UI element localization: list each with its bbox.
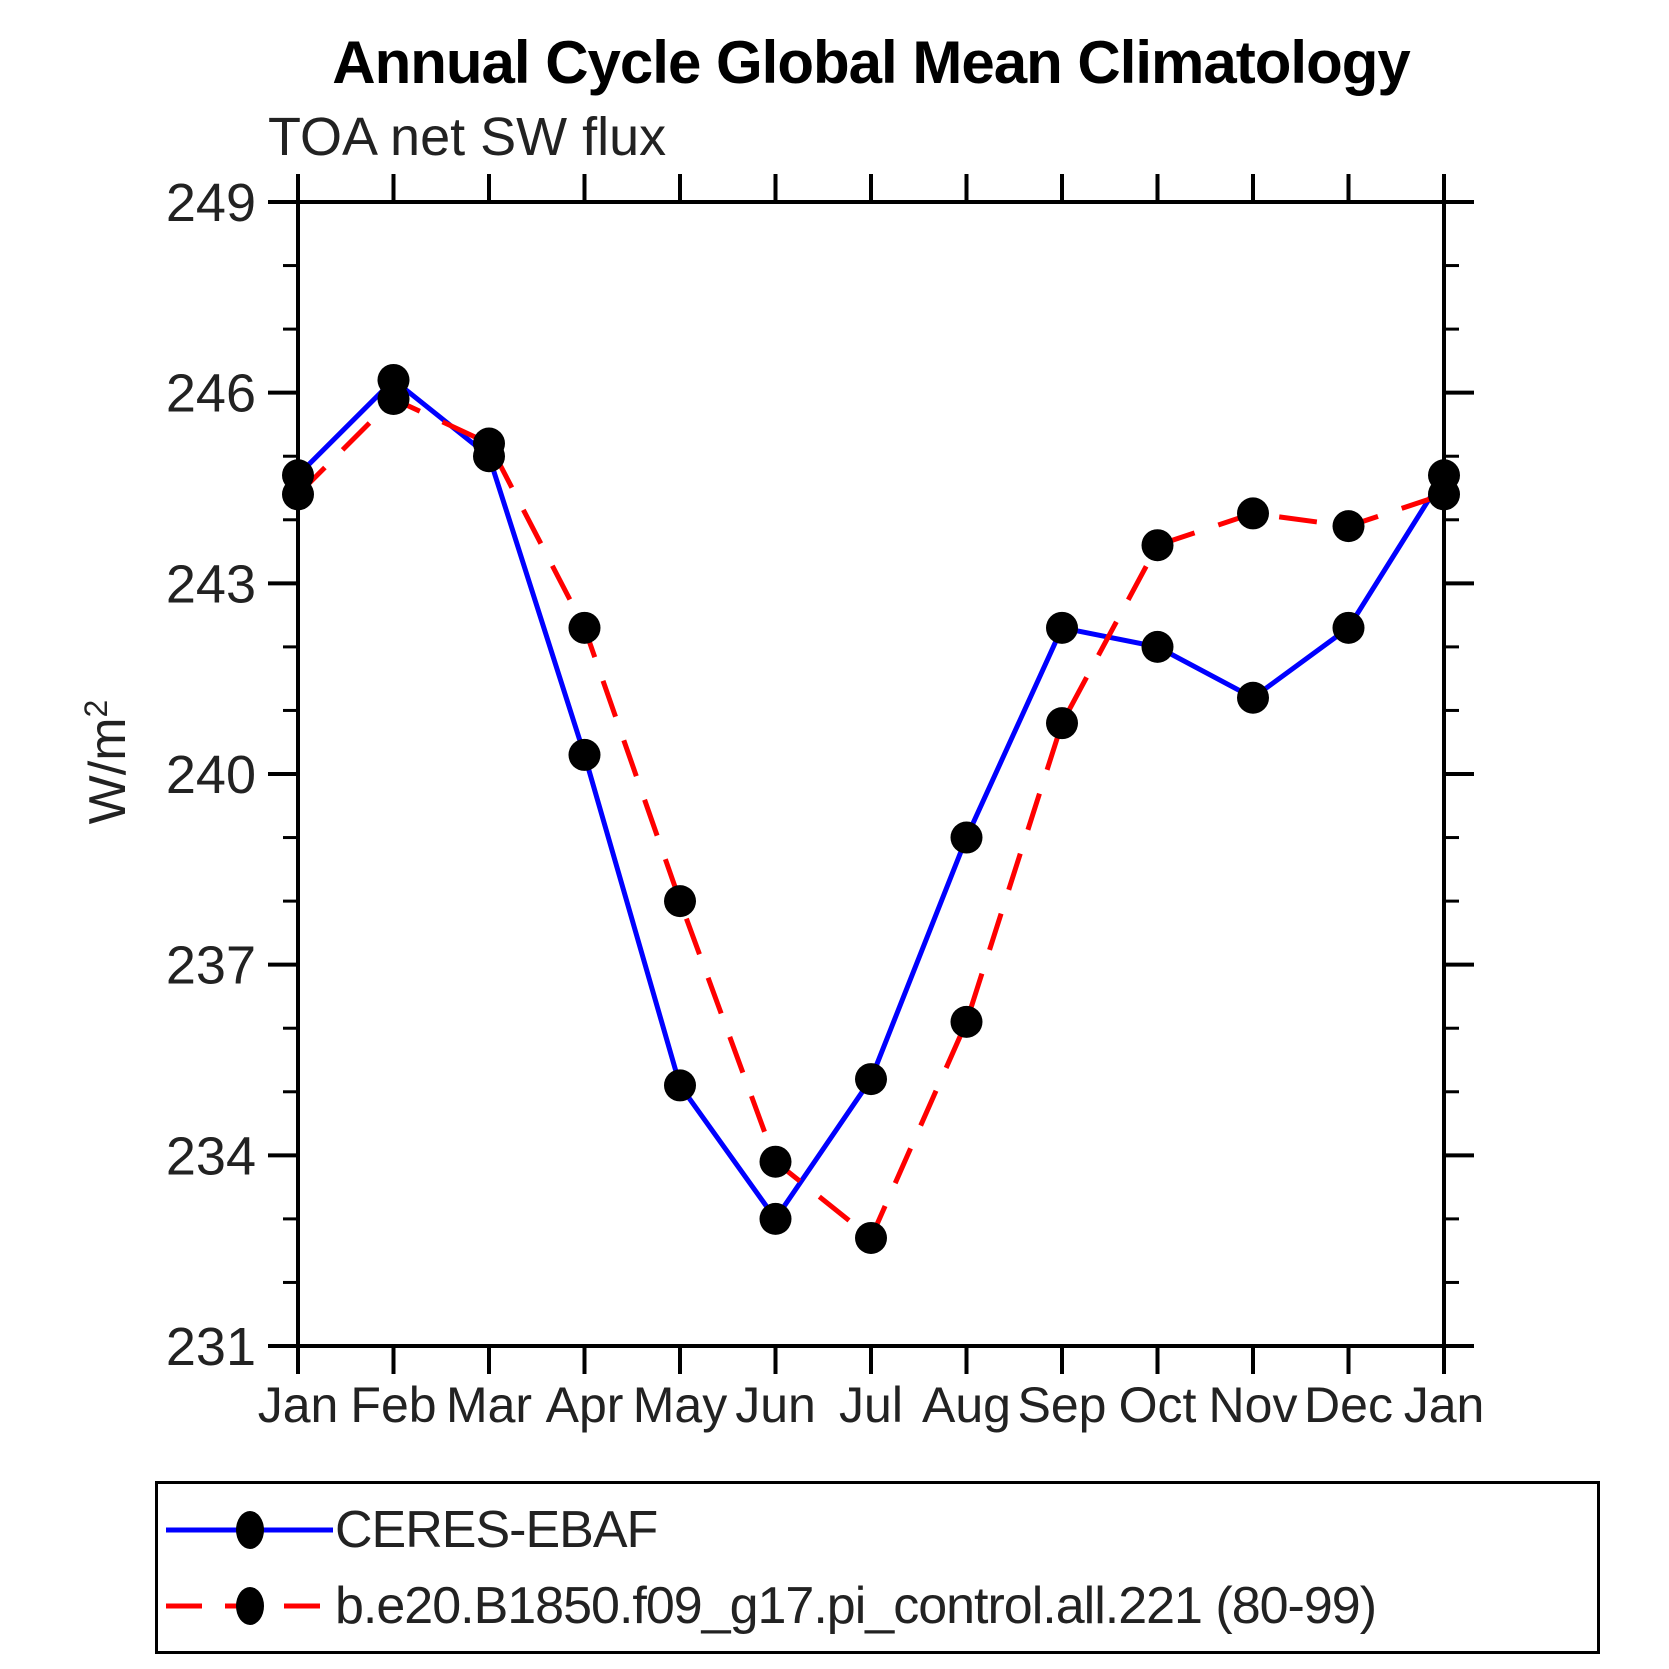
data-point <box>1237 681 1269 714</box>
data-point <box>568 611 601 644</box>
legend-marker-ceres <box>236 1511 264 1549</box>
data-point <box>1332 611 1365 644</box>
data-point <box>282 478 314 511</box>
x-tick-label: Jun <box>735 1377 816 1433</box>
x-tick-label: Jul <box>839 1377 903 1433</box>
y-tick-label: 234 <box>166 1126 256 1186</box>
legend-sample-model <box>166 1587 333 1625</box>
major-ticks <box>268 174 1474 1374</box>
legend-item-model: b.e20.B1850.f09_g17.pi_control.all.221 (… <box>166 1577 1377 1635</box>
legend-sample-ceres <box>166 1511 333 1549</box>
data-point <box>664 885 696 918</box>
plot-frame <box>296 200 1446 1348</box>
data-point <box>664 1069 696 1102</box>
chart-subtitle: TOA net SW flux <box>268 107 667 167</box>
x-tick-label: Apr <box>546 1377 624 1433</box>
y-tick-label: 237 <box>166 936 256 996</box>
y-tick-label: 231 <box>166 1317 256 1377</box>
y-tick-label: 240 <box>166 745 256 805</box>
y-tick-label: 243 <box>166 554 256 614</box>
data-point <box>1141 529 1174 562</box>
data-point <box>1332 510 1365 543</box>
data-point <box>568 738 601 771</box>
data-point <box>473 427 505 460</box>
data-point <box>855 1063 887 1096</box>
y-tick-label: 246 <box>166 364 256 424</box>
data-point <box>1141 630 1174 663</box>
data-point <box>950 821 983 854</box>
chart-title: Annual Cycle Global Mean Climatology <box>332 29 1411 96</box>
legend: CERES-EBAF b.e20.B1850.f09_g17.pi_contro… <box>155 1481 1600 1654</box>
x-tick-label: Feb <box>350 1377 436 1433</box>
x-tick-label: Dec <box>1304 1377 1393 1433</box>
minor-ticks <box>283 264 1459 1284</box>
x-tick-label: Jan <box>1404 1377 1485 1433</box>
legend-label-model: b.e20.B1850.f09_g17.pi_control.all.221 (… <box>335 1577 1377 1635</box>
data-point <box>1428 478 1460 511</box>
data-point <box>377 383 410 416</box>
x-tick-label: Jan <box>258 1377 339 1433</box>
data-point <box>1046 707 1078 740</box>
data-point <box>1237 497 1269 530</box>
data-point <box>950 1005 983 1038</box>
series-line-1 <box>296 396 1445 1242</box>
x-tick-label: May <box>633 1377 727 1433</box>
legend-item-ceres: CERES-EBAF <box>166 1501 658 1559</box>
legend-marker-model <box>236 1587 264 1625</box>
x-tick-label: Nov <box>1209 1377 1298 1433</box>
y-tick-label: 249 <box>166 173 256 233</box>
data-point <box>855 1221 887 1254</box>
x-tick-label: Sep <box>1018 1377 1107 1433</box>
data-point <box>1046 611 1078 644</box>
x-tick-label: Aug <box>922 1377 1011 1433</box>
x-tick-label: Mar <box>446 1377 532 1433</box>
data-point <box>759 1145 792 1178</box>
series-lines <box>296 376 1447 1242</box>
x-tick-label: Oct <box>1119 1377 1197 1433</box>
legend-label-ceres: CERES-EBAF <box>335 1501 658 1559</box>
series-markers <box>282 363 1460 1254</box>
data-point <box>759 1202 792 1235</box>
